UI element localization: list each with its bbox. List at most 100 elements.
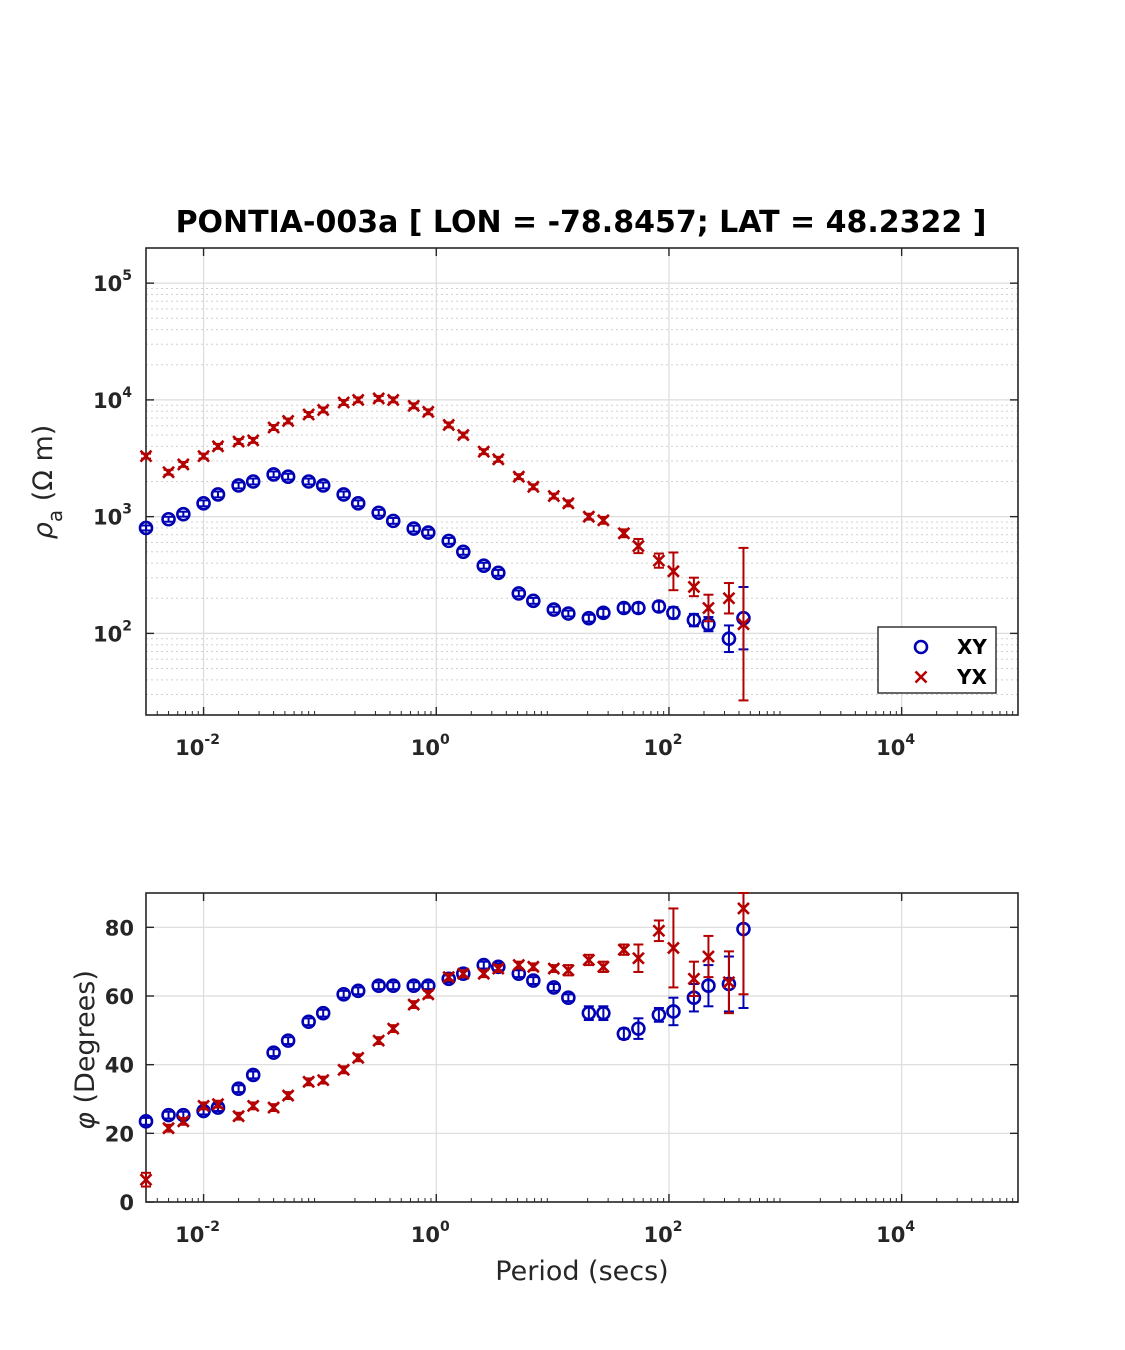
data-point-yx-stroke xyxy=(351,1051,365,1065)
y-axis-label: ρa (Ω m) xyxy=(28,425,67,540)
data-point-yx xyxy=(407,399,421,413)
data-point-yx-stroke xyxy=(456,428,470,442)
data-point-yx-stroke xyxy=(386,393,400,407)
data-point-xy xyxy=(371,505,386,521)
data-point-xy xyxy=(455,544,471,560)
data-point-yx-stroke xyxy=(316,403,330,417)
data-point-yx-stroke xyxy=(631,539,645,553)
data-point-yx xyxy=(351,1051,365,1065)
data-point-yx xyxy=(477,967,491,981)
data-point-xy xyxy=(491,565,506,581)
x-axis-label: Period (secs) xyxy=(495,1256,668,1287)
data-point-yx xyxy=(139,1173,153,1187)
data-point-yx-stroke xyxy=(667,564,680,578)
data-point-yx-stroke xyxy=(687,580,701,594)
data-point-yx xyxy=(267,1101,281,1115)
data-point-yx-stroke xyxy=(737,902,750,915)
data-point-yx xyxy=(667,564,680,578)
data-point-xy xyxy=(526,973,541,988)
data-point-yx xyxy=(631,539,645,553)
data-point-yx xyxy=(582,510,596,524)
data-point-yx xyxy=(737,617,750,631)
data-point-yx xyxy=(316,403,330,417)
data-point-yx-stroke xyxy=(617,526,631,540)
data-point-yx-stroke xyxy=(491,452,505,466)
data-point-yx xyxy=(197,1099,210,1113)
series-xy xyxy=(138,467,751,654)
data-point-yx xyxy=(442,970,456,984)
data-point-xy xyxy=(406,978,422,994)
data-point-yx-stroke xyxy=(442,970,456,984)
x-tick-label: 102 xyxy=(643,1219,682,1247)
y-tick-label: 105 xyxy=(93,268,132,296)
x-tick-label: 100 xyxy=(411,732,450,760)
data-point-yx xyxy=(702,601,715,615)
data-point-xy xyxy=(526,593,541,609)
data-point-xy xyxy=(161,511,176,527)
data-point-xy xyxy=(385,978,401,994)
y-axis-label: φ (Degrees) xyxy=(70,970,101,1130)
data-point-yx-stroke xyxy=(337,1063,351,1077)
legend-marker-xy xyxy=(913,639,929,655)
data-point-yx xyxy=(211,1097,225,1111)
data-point-xy xyxy=(476,558,492,574)
data-point-xy xyxy=(701,978,716,994)
data-point-xy xyxy=(385,513,401,529)
x-tick-label: 100 xyxy=(411,1219,450,1247)
data-point-xy xyxy=(546,602,562,617)
data-point-yx-stroke xyxy=(162,465,175,479)
data-point-yx xyxy=(652,554,666,568)
series-yx xyxy=(139,892,750,1188)
y-tick-label: 40 xyxy=(105,1054,134,1078)
x-tick-label: 10-2 xyxy=(175,1219,220,1247)
data-point-yx-stroke xyxy=(631,951,645,965)
x-tick-label: 104 xyxy=(876,1219,915,1247)
data-point-xy xyxy=(245,474,261,489)
data-point-yx-stroke xyxy=(281,1089,295,1102)
axes-frame xyxy=(145,247,1019,716)
data-point-xy xyxy=(455,966,471,981)
y-tick-label: 0 xyxy=(119,1191,134,1215)
data-point-yx-stroke xyxy=(372,1034,386,1048)
data-point-yx xyxy=(232,1109,246,1123)
data-point-yx-stroke xyxy=(561,963,575,977)
data-point-yx-stroke xyxy=(722,591,736,605)
y-tick-label: 104 xyxy=(93,385,132,413)
data-point-yx-stroke xyxy=(702,601,715,615)
data-point-xy xyxy=(138,1114,154,1129)
data-point-yx-stroke xyxy=(652,924,666,938)
data-point-xy xyxy=(596,1005,611,1021)
data-point-yx-stroke xyxy=(702,950,715,963)
y-tick-label: 102 xyxy=(93,618,132,646)
data-point-yx-stroke xyxy=(162,1121,175,1135)
data-point-xy xyxy=(350,983,366,999)
data-point-yx-stroke xyxy=(722,975,736,989)
data-point-yx xyxy=(737,902,750,915)
data-point-yx-stroke xyxy=(211,1097,225,1111)
data-point-yx-stroke xyxy=(197,449,210,463)
data-point-yx-stroke xyxy=(512,470,526,484)
data-point-yx xyxy=(631,951,645,965)
data-point-xy xyxy=(561,606,576,621)
data-point-xy xyxy=(336,487,351,502)
data-point-yx xyxy=(176,1114,190,1128)
data-point-xy xyxy=(245,1067,261,1083)
data-point-yx xyxy=(526,480,540,494)
data-point-yx xyxy=(526,960,540,974)
data-point-yx xyxy=(176,458,190,471)
data-point-xy xyxy=(138,520,154,536)
data-point-yx xyxy=(372,391,386,405)
data-point-xy xyxy=(301,1014,316,1030)
data-point-yx xyxy=(596,513,610,527)
data-point-yx xyxy=(246,1099,260,1113)
x-tick-label: 10-2 xyxy=(175,732,220,760)
data-point-yx xyxy=(687,972,701,986)
data-point-yx-stroke xyxy=(351,393,365,407)
data-point-xy xyxy=(231,478,246,493)
y-tick-label: 103 xyxy=(93,502,132,530)
data-point-yx-stroke xyxy=(386,1022,400,1036)
data-point-yx xyxy=(281,414,295,428)
y-tick-label: 60 xyxy=(105,985,134,1009)
data-point-yx-stroke xyxy=(547,962,561,975)
data-point-yx xyxy=(722,975,736,989)
